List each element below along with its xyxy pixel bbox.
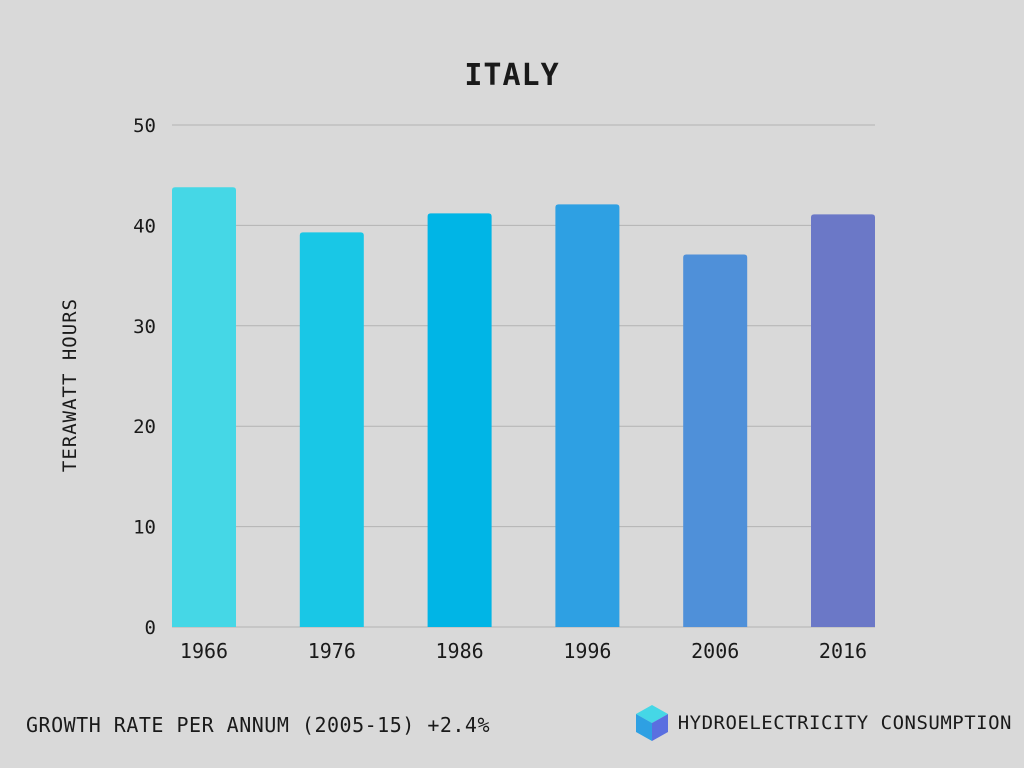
y-tick-labels: 0 10 20 30 40 50 — [133, 115, 156, 639]
growth-rate-text: GROWTH RATE PER ANNUM (2005-15) +2.4% — [26, 713, 491, 737]
gridlines — [172, 124, 875, 628]
x-tick-label: 1966 — [180, 639, 228, 663]
bars — [172, 187, 875, 628]
y-tick-label: 0 — [145, 617, 156, 639]
x-tick-label: 1986 — [436, 639, 484, 663]
bar-2006 — [683, 254, 748, 628]
source-legend: HYDROELECTRICITY CONSUMPTION — [634, 703, 1012, 743]
y-tick-label: 40 — [133, 215, 156, 237]
source-label: HYDROELECTRICITY CONSUMPTION — [677, 712, 1012, 734]
y-tick-label: 50 — [133, 115, 156, 137]
y-tick-label: 10 — [133, 517, 156, 539]
bar-1966 — [172, 187, 236, 628]
x-tick-label: 1996 — [563, 639, 611, 663]
bar-1986 — [427, 213, 492, 628]
x-tick-label: 2016 — [819, 639, 867, 663]
y-tick-label: 30 — [133, 316, 156, 338]
x-tick-label: 2006 — [691, 639, 739, 663]
y-tick-label: 20 — [133, 416, 156, 438]
x-tick-label: 1976 — [308, 639, 356, 663]
bar-2016 — [811, 214, 875, 627]
x-tick-labels: 1966 1976 1986 1996 2006 2016 — [180, 639, 867, 663]
chart-title: ITALY — [464, 58, 560, 93]
cube-icon — [635, 705, 668, 741]
bar-1996 — [555, 204, 620, 628]
bar-1976 — [299, 232, 364, 628]
